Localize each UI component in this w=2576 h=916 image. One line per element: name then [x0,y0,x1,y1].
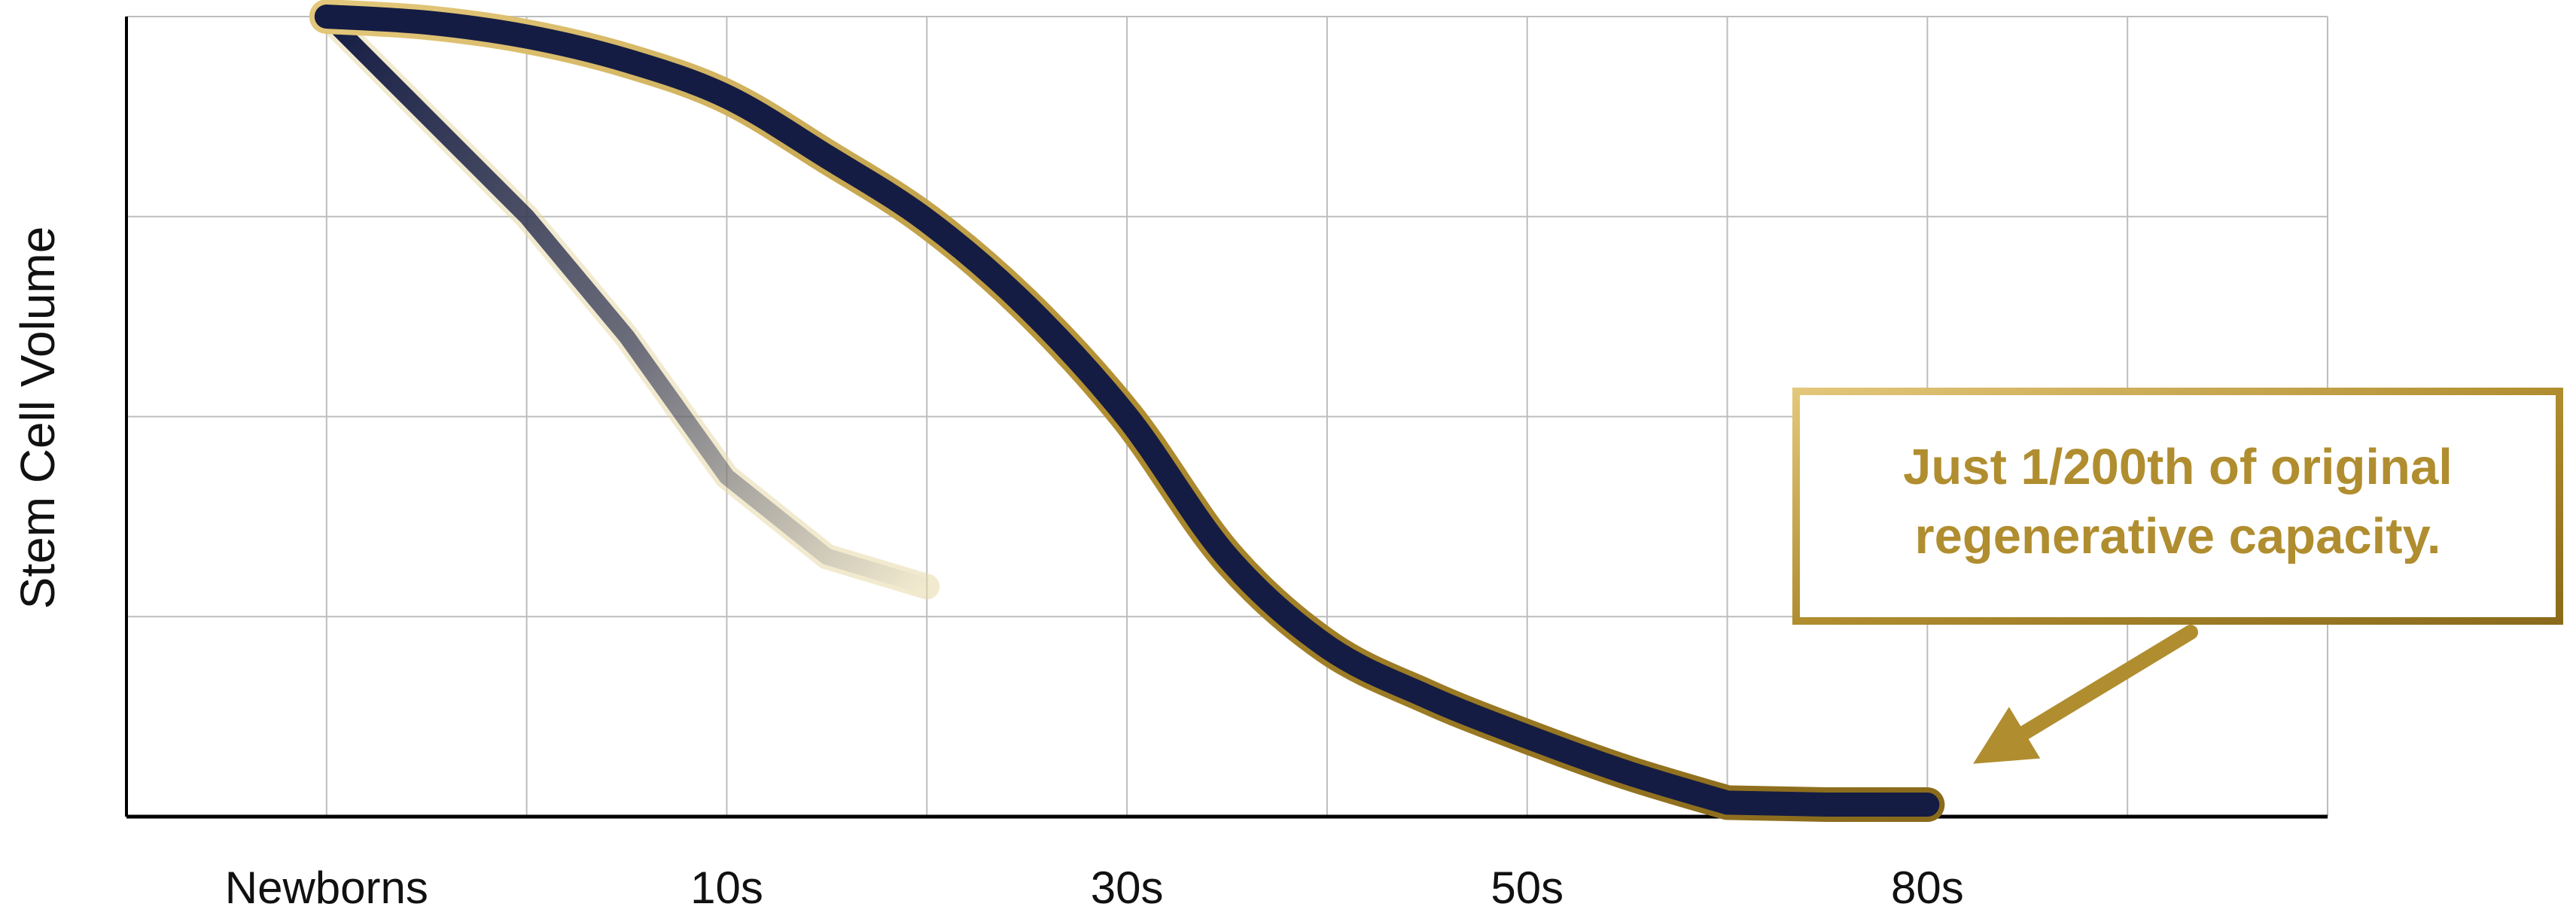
annotation-callout: Just 1/200th of original regenerative cap… [1792,388,2563,764]
chart-series [309,0,1945,823]
series-fading-line [318,8,936,595]
x-tick-labels: Newborns 10s 30s 50s 80s [225,863,1964,913]
callout-text-line: regenerative capacity. [1915,508,2441,565]
chart-axes [125,17,2328,819]
callout-box [1792,388,2563,625]
x-tick-label: Newborns [225,863,428,913]
x-tick-label: 10s [690,863,763,913]
x-tick-label: 80s [1891,863,1964,913]
callout-arrow [1973,625,2198,764]
callout-text-line: Just 1/200th of original [1903,439,2453,495]
x-tick-label: 30s [1091,863,1164,913]
series-main-line [314,5,1940,817]
x-tick-label: 50s [1490,863,1564,913]
y-axis-label: Stem Cell Volume [11,227,65,610]
